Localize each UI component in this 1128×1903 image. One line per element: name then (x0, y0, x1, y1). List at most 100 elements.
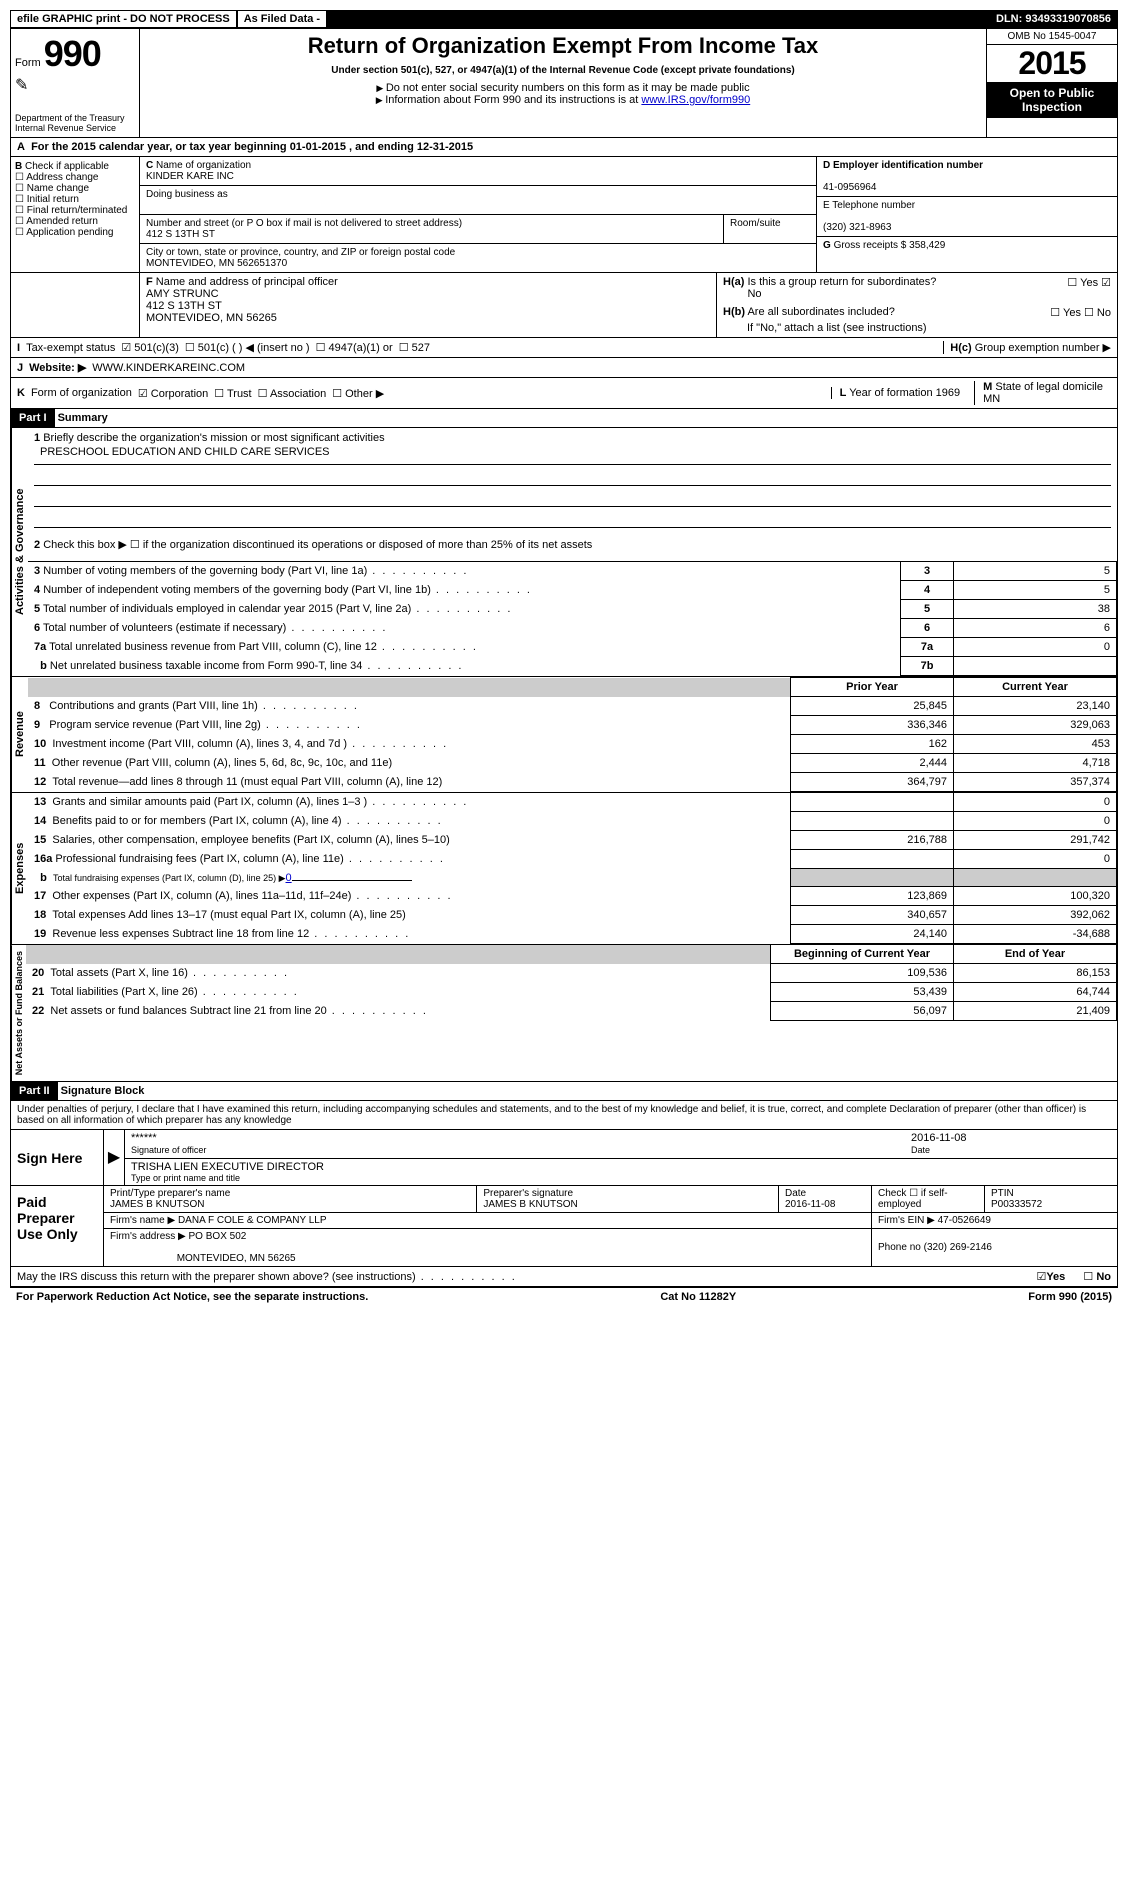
m-label: M (983, 381, 992, 393)
cb-assoc[interactable]: Association (258, 387, 327, 400)
e16b-num: b (40, 872, 47, 884)
irs-link[interactable]: www.IRS.gov/form990 (641, 94, 750, 106)
firm-phone-cell: Phone no (320) 269-2146 (872, 1229, 1118, 1267)
e16a-text: Professional fundraising fees (Part IX, … (55, 853, 445, 865)
g-label: G (823, 240, 831, 251)
governance-section: Activities & Governance 1 Briefly descri… (10, 428, 1118, 677)
e-block: E Telephone number (320) 321-8963 (817, 197, 1117, 237)
q1-num: 1 (34, 432, 40, 444)
q2-row: 2 Check this box ▶ ☐ if the organization… (28, 528, 1117, 561)
sign-content: ****** Signature of officer 2016-11-08 D… (125, 1130, 1117, 1185)
r9-py: 336,346 (791, 716, 954, 735)
cb-corp[interactable]: Corporation (138, 387, 208, 400)
note-ssn: Do not enter social security numbers on … (144, 82, 982, 94)
e18-text: Total expenses Add lines 13–17 (must equ… (52, 909, 405, 921)
dln-value: 93493319070856 (1025, 13, 1111, 25)
n20-cy: 86,153 (954, 964, 1117, 983)
r12-text: Total revenue—add lines 8 through 11 (mu… (52, 776, 442, 788)
firm-phone: (320) 269-2146 (924, 1242, 992, 1253)
g7a-col: 7a (901, 638, 954, 657)
mission-line1: PRESCHOOL EDUCATION AND CHILD CARE SERVI… (34, 444, 1111, 465)
rev-header-row: Prior Year Current Year (28, 678, 1117, 697)
dln: DLN: 93493319070856 (990, 11, 1117, 27)
part2-header-row: Part II Signature Block (10, 1082, 1118, 1101)
e17-num: 17 (34, 890, 46, 902)
b-label: B (15, 161, 22, 172)
e16b-link[interactable]: 0 (286, 872, 292, 884)
note2-prefix: Information about Form 990 and its instr… (385, 94, 641, 106)
governance-content: 1 Briefly describe the organization's mi… (28, 428, 1117, 676)
r12-cy: 357,374 (954, 773, 1117, 792)
g4-val: 5 (954, 581, 1117, 600)
cat-no: Cat No 11282Y (660, 1291, 736, 1303)
r10-num: 10 (34, 738, 46, 750)
e16a-py (791, 850, 954, 869)
e16b-py (791, 869, 954, 887)
g7b-val (954, 657, 1117, 676)
cb-initial-return[interactable]: Initial return (15, 194, 79, 205)
hb-note: If "No," attach a list (see instructions… (717, 322, 1117, 337)
cb-final-return[interactable]: Final return/terminated (15, 205, 127, 216)
cb-501c[interactable]: 501(c) ( ) ◀ (insert no ) (185, 341, 310, 354)
paid-preparer-block: Paid Preparer Use Only Print/Type prepar… (10, 1186, 1118, 1267)
paid-preparer-label: Paid Preparer Use Only (11, 1186, 104, 1266)
g7a-val: 0 (954, 638, 1117, 657)
bcy-header: Beginning of Current Year (771, 945, 954, 964)
officer-city: MONTEVIDEO, MN 56265 (146, 312, 277, 324)
b-check-label: Check if applicable (25, 161, 109, 172)
cb-amended-return[interactable]: Amended return (15, 216, 98, 227)
gov-row-7a: 7a Total unrelated business revenue from… (28, 638, 1117, 657)
py-header: Prior Year (791, 678, 954, 697)
prep-sig: JAMES B KNUTSON (483, 1199, 577, 1210)
topbar-spacer (328, 11, 990, 27)
prep-check-cell[interactable]: Check ☐ if self-employed (872, 1186, 985, 1213)
cb-4947[interactable]: 4947(a)(1) or (316, 341, 393, 354)
firm-addr-label: Firm's address ▶ (110, 1231, 186, 1242)
col-defg: D Employer identification number 41-0956… (817, 157, 1117, 272)
dba-label: Doing business as (146, 189, 228, 200)
hb-checkboxes: ☐ Yes ☐ No (1050, 306, 1111, 319)
cb-name-change[interactable]: Name change (15, 183, 89, 194)
c-city-block: City or town, state or province, country… (140, 244, 816, 272)
ha-no: No (747, 288, 761, 300)
cb-no[interactable]: ☐ No (1083, 1270, 1111, 1283)
c-name-label: Name of organization (156, 160, 251, 171)
g5-num: 5 (34, 603, 40, 615)
r10-text: Investment income (Part VIII, column (A)… (52, 738, 448, 750)
e15-py: 216,788 (791, 831, 954, 850)
g3-num: 3 (34, 565, 40, 577)
cb-address-change[interactable]: Address change (15, 172, 98, 183)
k-label: K (17, 387, 25, 399)
e18-num: 18 (34, 909, 46, 921)
firm-ein: 47-0526649 (938, 1215, 991, 1226)
j-label: J (17, 362, 23, 374)
m-text: State of legal domicile (995, 381, 1103, 393)
r11-text: Other revenue (Part VIII, column (A), li… (52, 757, 392, 769)
e13-py (791, 793, 954, 812)
g4-text: Number of independent voting members of … (43, 584, 532, 596)
cb-527[interactable]: 527 (399, 341, 430, 354)
cb-other[interactable]: Other ▶ (332, 387, 384, 400)
e15-num: 15 (34, 834, 46, 846)
net-row-20: 20 Total assets (Part X, line 16)109,536… (26, 964, 1117, 983)
cb-application-pending[interactable]: Application pending (15, 227, 114, 238)
efile-label: efile GRAPHIC print - DO NOT PROCESS (11, 11, 238, 27)
cb-trust[interactable]: Trust (214, 387, 251, 400)
e15-cy: 291,742 (954, 831, 1117, 850)
no-label: No (1096, 1271, 1111, 1283)
form-header: Form 990 ✎ Department of the Treasury In… (10, 28, 1118, 138)
section-bcdefg: B Check if applicable Address change Nam… (10, 157, 1118, 273)
part1-title: Summary (58, 412, 108, 424)
paperwork-notice: For Paperwork Reduction Act Notice, see … (16, 1291, 368, 1303)
vlabel-revenue: Revenue (11, 677, 28, 792)
n20-text: Total assets (Part X, line 16) (50, 967, 289, 979)
e14-py (791, 812, 954, 831)
e19-num: 19 (34, 928, 46, 940)
g-text: Gross receipts $ (834, 240, 907, 251)
cb-yes[interactable]: ☑Yes (1036, 1270, 1065, 1283)
g3-text: Number of voting members of the governin… (43, 565, 468, 577)
net-row-22: 22 Net assets or fund balances Subtract … (26, 1002, 1117, 1021)
r12-py: 364,797 (791, 773, 954, 792)
cb-501c3[interactable]: 501(c)(3) (121, 341, 179, 354)
g7b-text: Net unrelated business taxable income fr… (50, 660, 464, 672)
